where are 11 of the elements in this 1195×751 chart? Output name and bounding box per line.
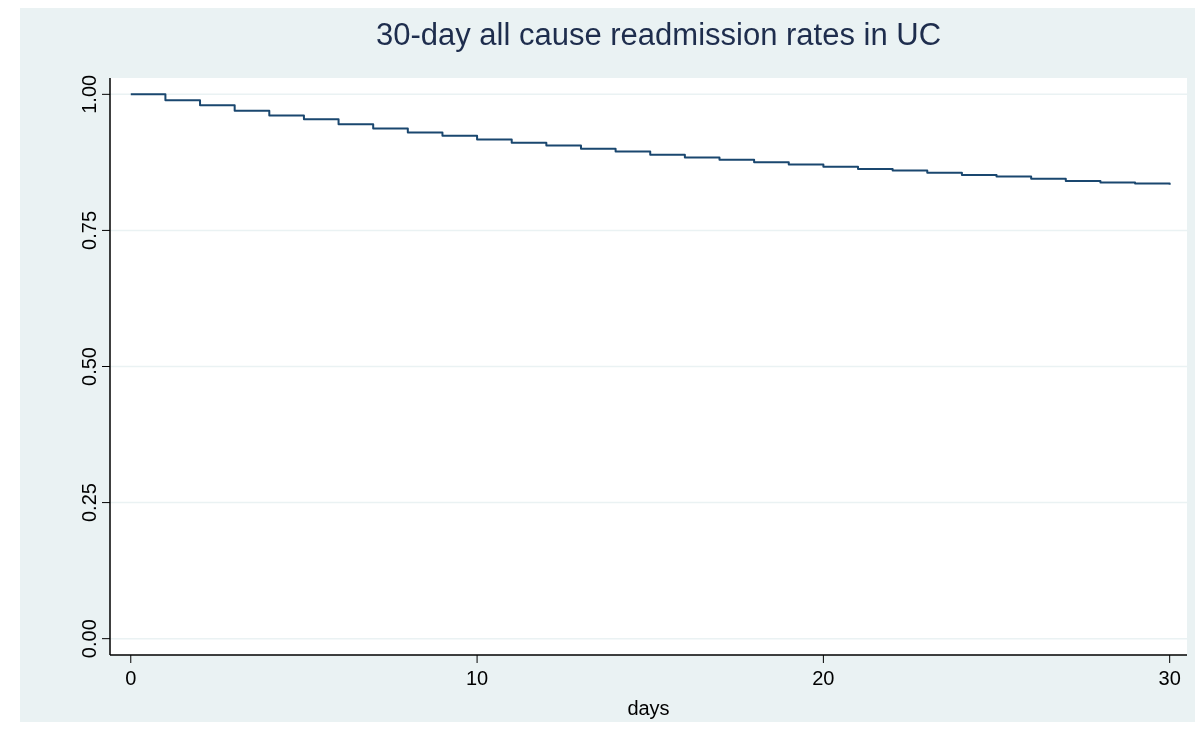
x-tick-label: 30 xyxy=(1158,667,1181,689)
x-axis-title: days xyxy=(627,697,670,719)
y-tick-label: 1.00 xyxy=(78,74,100,114)
x-tick-label: 0 xyxy=(125,667,137,689)
x-tick-label: 20 xyxy=(812,667,835,689)
y-tick-label: 0.25 xyxy=(78,483,100,523)
y-tick-label: 0.75 xyxy=(78,210,100,250)
x-tick-label: 10 xyxy=(465,667,489,689)
y-tick-label: 0.00 xyxy=(78,619,100,659)
y-tick-label: 0.50 xyxy=(78,347,100,386)
chart-title: 30-day all cause readmission rates in UC xyxy=(375,17,942,52)
